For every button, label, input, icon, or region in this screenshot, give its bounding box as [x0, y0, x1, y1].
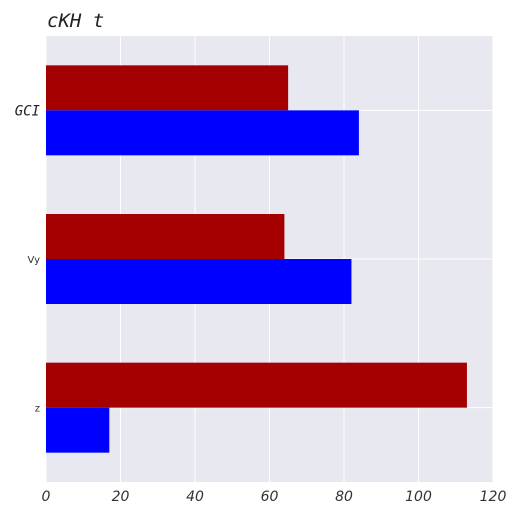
- y-tick-label: z: [35, 404, 40, 415]
- x-tick-label: 120: [480, 489, 507, 505]
- x-tick-label: 100: [405, 489, 432, 505]
- bar-z-series-2: [46, 407, 110, 453]
- x-tick-label: 0: [42, 489, 51, 505]
- chart-title: cKH t: [47, 10, 104, 32]
- y-tick-label: GCI: [15, 103, 41, 119]
- bar-vy-series-2: [46, 259, 352, 304]
- x-tick-label: 60: [261, 489, 279, 505]
- bar-z-series-1: [46, 362, 467, 408]
- bar-gci-series-2: [46, 110, 359, 156]
- bars: [46, 65, 467, 453]
- y-axis-ticks: GCI Vy z: [15, 103, 41, 414]
- bar-vy-series-1: [46, 214, 285, 259]
- y-tick-label: Vy: [28, 255, 41, 266]
- x-tick-label: 20: [112, 489, 130, 505]
- bar-gci-series-1: [46, 65, 289, 111]
- x-tick-label: 80: [335, 489, 353, 505]
- x-tick-label: 40: [186, 489, 204, 505]
- x-axis-ticks: 0 20 40 60 80 100 120: [42, 489, 507, 505]
